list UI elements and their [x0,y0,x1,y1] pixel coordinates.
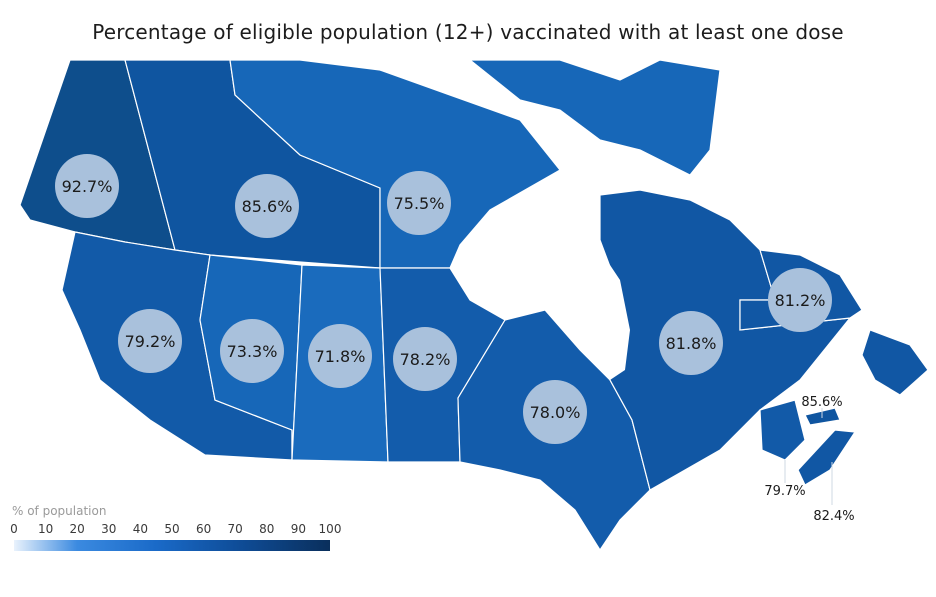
value-northwest-territories: 85.6% [242,197,293,216]
legend-tick: 30 [101,522,117,536]
value-ontario: 78.0% [530,403,581,422]
legend-tick: 20 [69,522,85,536]
badge-ontario: 78.0% [523,380,587,444]
badge-alberta: 73.3% [220,319,284,383]
legend-tick: 10 [37,522,54,536]
value-nova-scotia: 82.4% [813,509,854,524]
badge-newfoundland-labrador: 81.2% [768,268,832,332]
badge-saskatchewan: 71.8% [308,324,372,388]
value-new-brunswick: 79.7% [764,484,805,499]
region-new-brunswick [759,399,806,461]
region-nova-scotia [797,429,857,486]
value-saskatchewan: 71.8% [315,347,366,366]
region-newfoundland-island [861,329,929,396]
badge-quebec: 81.8% [659,311,723,375]
legend-tick: 70 [227,522,243,536]
badge-northwest-territories: 85.6% [235,174,299,238]
region-nunavut-islands [468,59,721,176]
value-british-columbia: 79.2% [125,332,176,351]
legend-color-ramp [14,540,330,551]
legend-tick: 100 [318,522,342,536]
legend-tick: 60 [195,522,212,536]
badge-british-columbia: 79.2% [118,309,182,373]
legend-tick: 80 [259,522,275,536]
region-nunavut [229,59,561,269]
hudson-bay [450,225,630,380]
value-manitoba: 78.2% [400,350,451,369]
legend-tick: 90 [290,522,307,536]
legend-tick: 40 [132,522,149,536]
legend-ticks: 0 10 20 30 40 50 60 70 80 90 100 [10,522,342,538]
legend-title: % of population [12,504,107,518]
value-prince-edward-island: 85.6% [801,395,842,410]
value-alberta: 73.3% [227,342,278,361]
badge-nunavut: 75.5% [387,171,451,235]
badge-yukon: 92.7% [55,154,119,218]
badge-manitoba: 78.2% [393,327,457,391]
color-legend: % of population 0 10 20 30 40 50 60 70 8… [10,504,342,551]
value-yukon: 92.7% [62,177,113,196]
legend-tick: 0 [10,522,18,536]
legend-tick: 50 [164,522,180,536]
value-newfoundland-labrador: 81.2% [775,291,826,310]
map-title: Percentage of eligible population (12+) … [92,20,844,44]
value-nunavut: 75.5% [394,194,445,213]
value-quebec: 81.8% [666,334,717,353]
